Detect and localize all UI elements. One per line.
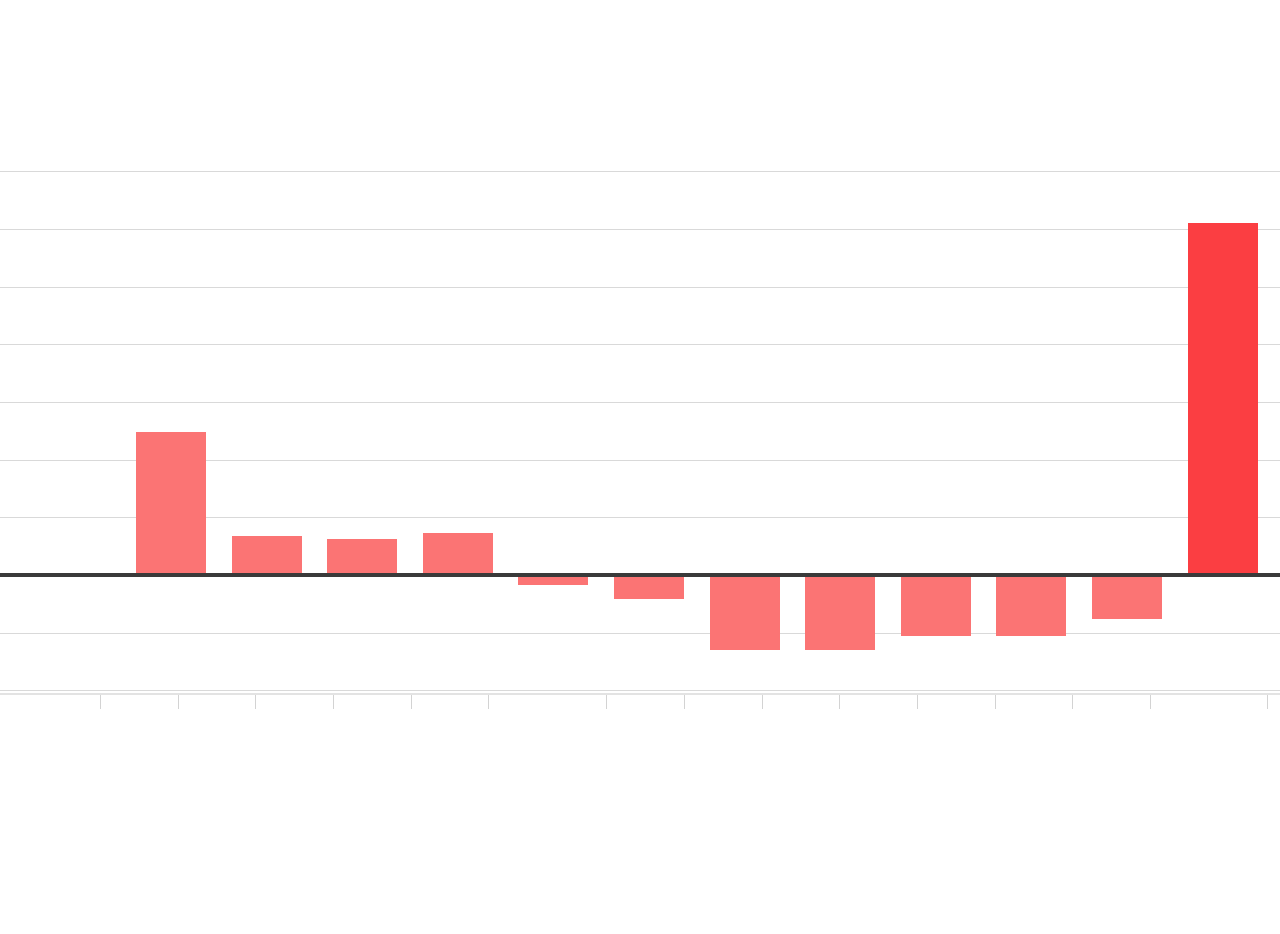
x-tick-14	[1267, 695, 1268, 709]
bar-8[interactable]	[805, 575, 875, 650]
gridline-y-2	[0, 460, 1280, 461]
gridline-y-4	[0, 344, 1280, 345]
bar-9[interactable]	[901, 575, 971, 636]
x-tick-6	[606, 695, 607, 709]
bar-1[interactable]	[136, 432, 206, 575]
x-tick-1	[178, 695, 179, 709]
x-tick-0	[100, 695, 101, 709]
bar-6[interactable]	[614, 575, 684, 599]
x-tick-5	[488, 695, 489, 709]
bar-3[interactable]	[327, 539, 397, 575]
bar-12[interactable]	[1188, 223, 1258, 575]
gridline-y-3	[0, 402, 1280, 403]
x-tick-11	[995, 695, 996, 709]
x-tick-10	[917, 695, 918, 709]
x-tick-8	[762, 695, 763, 709]
bar-5[interactable]	[518, 575, 588, 585]
x-tick-12	[1072, 695, 1073, 709]
bar-4[interactable]	[423, 533, 493, 575]
x-tick-7	[684, 695, 685, 709]
bar-11[interactable]	[1092, 575, 1162, 619]
bar-7[interactable]	[710, 575, 780, 650]
gridline-y-6	[0, 229, 1280, 230]
x-axis-line	[0, 693, 1280, 695]
x-tick-13	[1150, 695, 1151, 709]
gridline-y-5	[0, 287, 1280, 288]
x-tick-2	[255, 695, 256, 709]
gridline-y--2	[0, 690, 1280, 691]
gridline-y-7	[0, 171, 1280, 172]
bar-10[interactable]	[996, 575, 1066, 636]
x-tick-4	[411, 695, 412, 709]
zero-baseline	[0, 573, 1280, 577]
gridline-y-1	[0, 517, 1280, 518]
bar-2[interactable]	[232, 536, 302, 575]
gridline-y--1	[0, 633, 1280, 634]
x-tick-9	[839, 695, 840, 709]
x-tick-3	[333, 695, 334, 709]
